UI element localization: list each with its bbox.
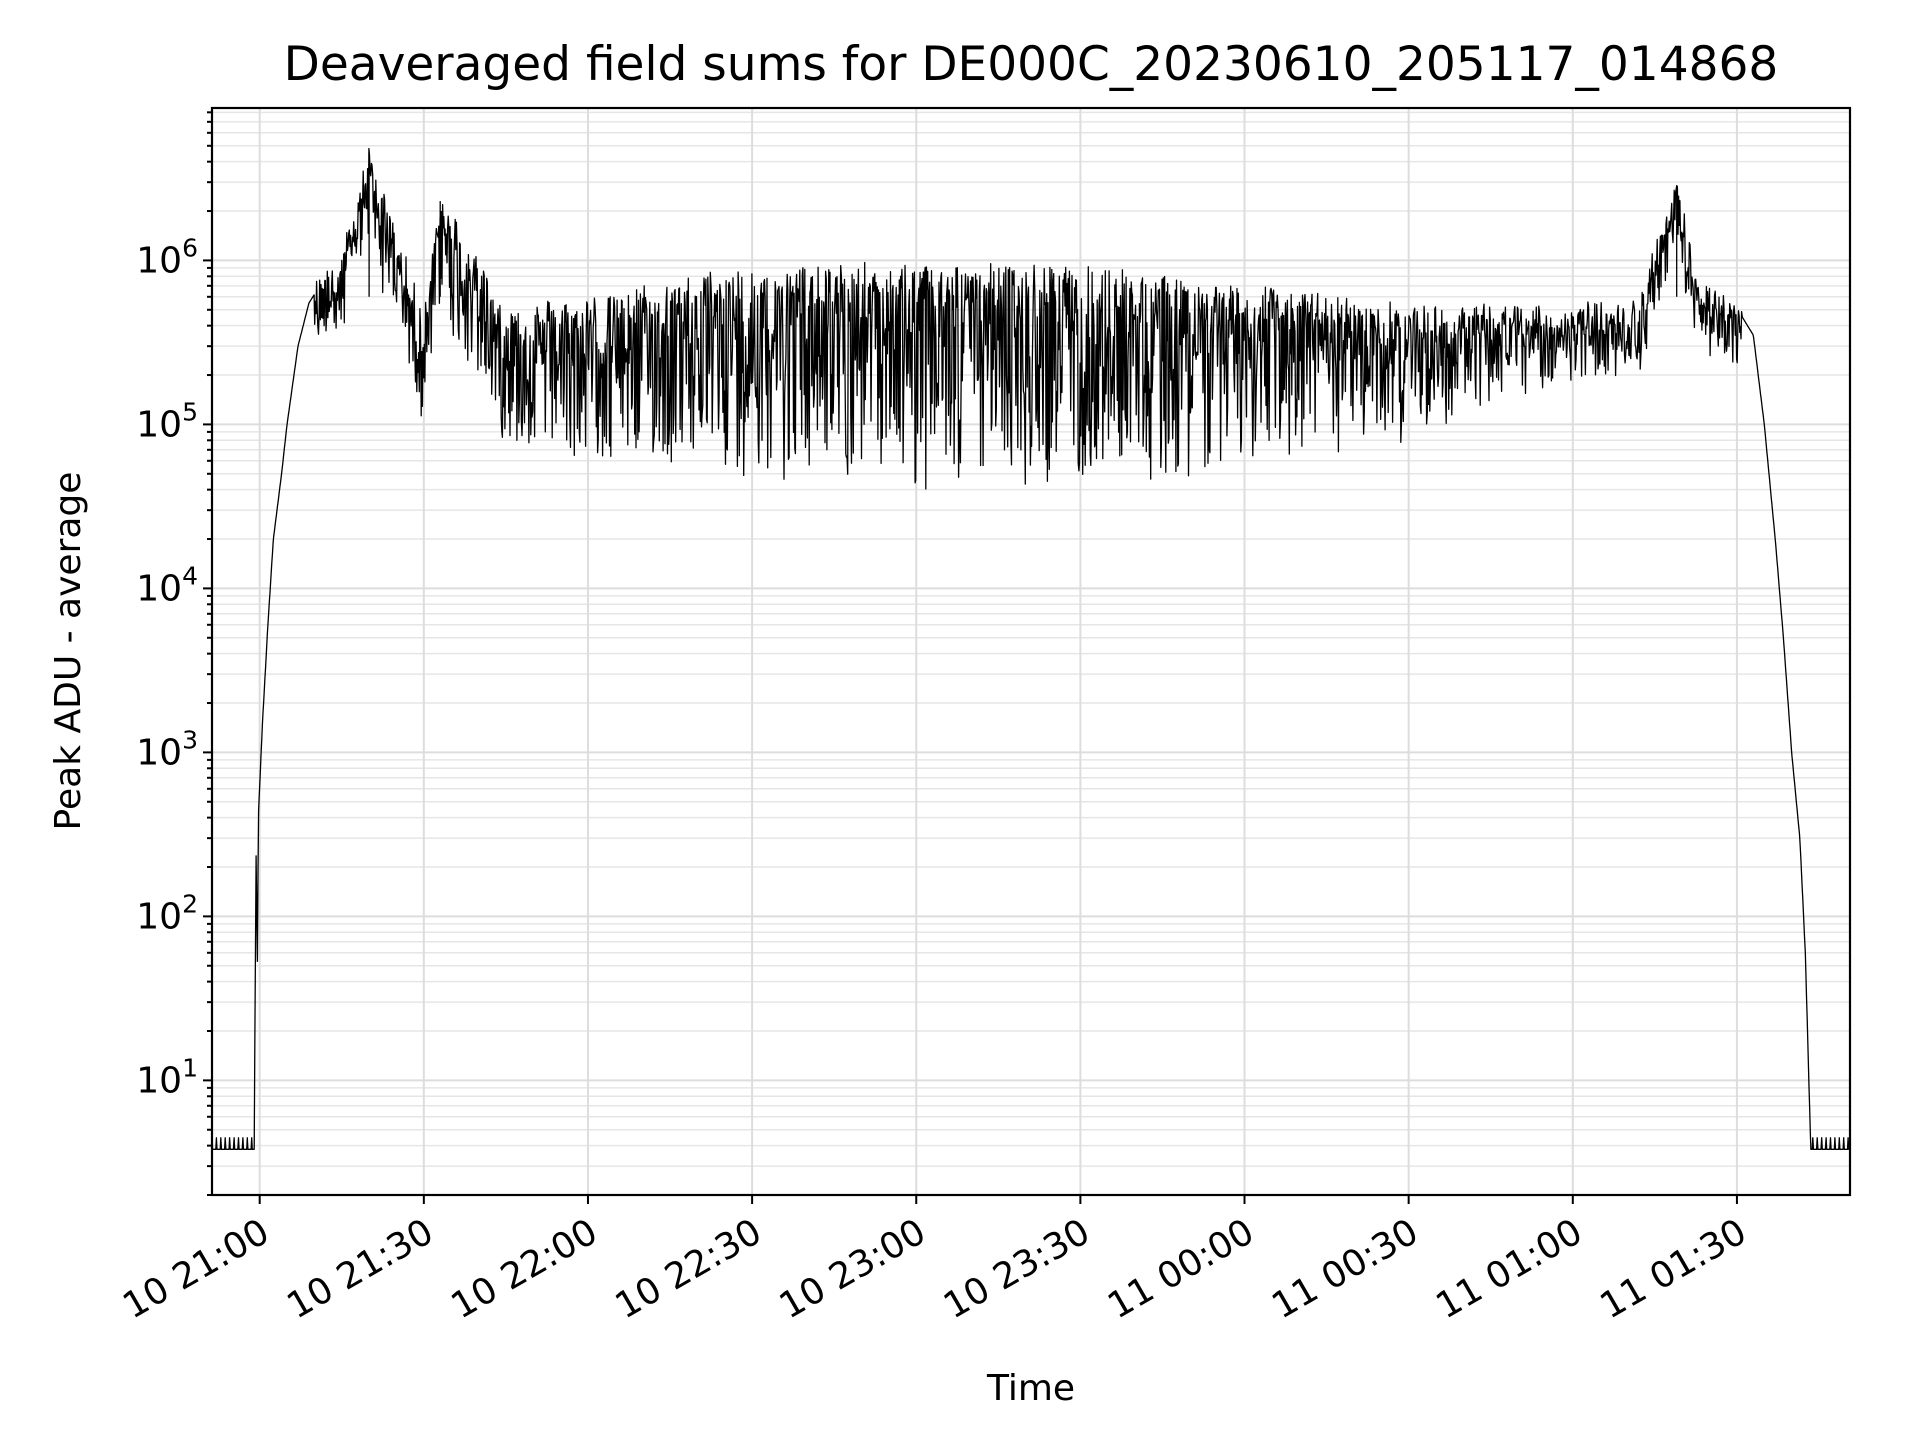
x-tick-label: 10 21:30 <box>280 1211 440 1327</box>
y-axis-label: Peak ADU - average <box>48 472 89 831</box>
plot-frame <box>210 106 1852 1197</box>
y-tick-label: 101 <box>136 1053 198 1101</box>
y-tick-label: 104 <box>136 561 198 609</box>
chart-title: Deaveraged field sums for DE000C_2023061… <box>284 37 1779 92</box>
x-axis-label: Time <box>986 1368 1075 1409</box>
y-tick-label: 106 <box>136 233 198 281</box>
x-tick-label: 10 21:00 <box>116 1211 276 1327</box>
grid-layer <box>212 108 1850 1196</box>
x-tick-label: 10 23:00 <box>773 1211 933 1327</box>
x-tick-label: 11 00:30 <box>1265 1211 1425 1327</box>
x-tick-label: 10 22:30 <box>609 1211 769 1327</box>
x-tick-label: 11 01:30 <box>1593 1211 1753 1327</box>
y-tick-label: 103 <box>136 725 198 773</box>
y-tick-label: 105 <box>136 397 198 445</box>
x-tick-label: 10 22:00 <box>445 1211 605 1327</box>
series-line <box>211 147 1851 1150</box>
x-tick-label: 11 00:00 <box>1101 1211 1261 1327</box>
x-tick-label: 11 01:00 <box>1429 1211 1589 1327</box>
x-tick-label: 10 23:30 <box>937 1211 1097 1327</box>
y-tick-label: 102 <box>136 889 198 937</box>
